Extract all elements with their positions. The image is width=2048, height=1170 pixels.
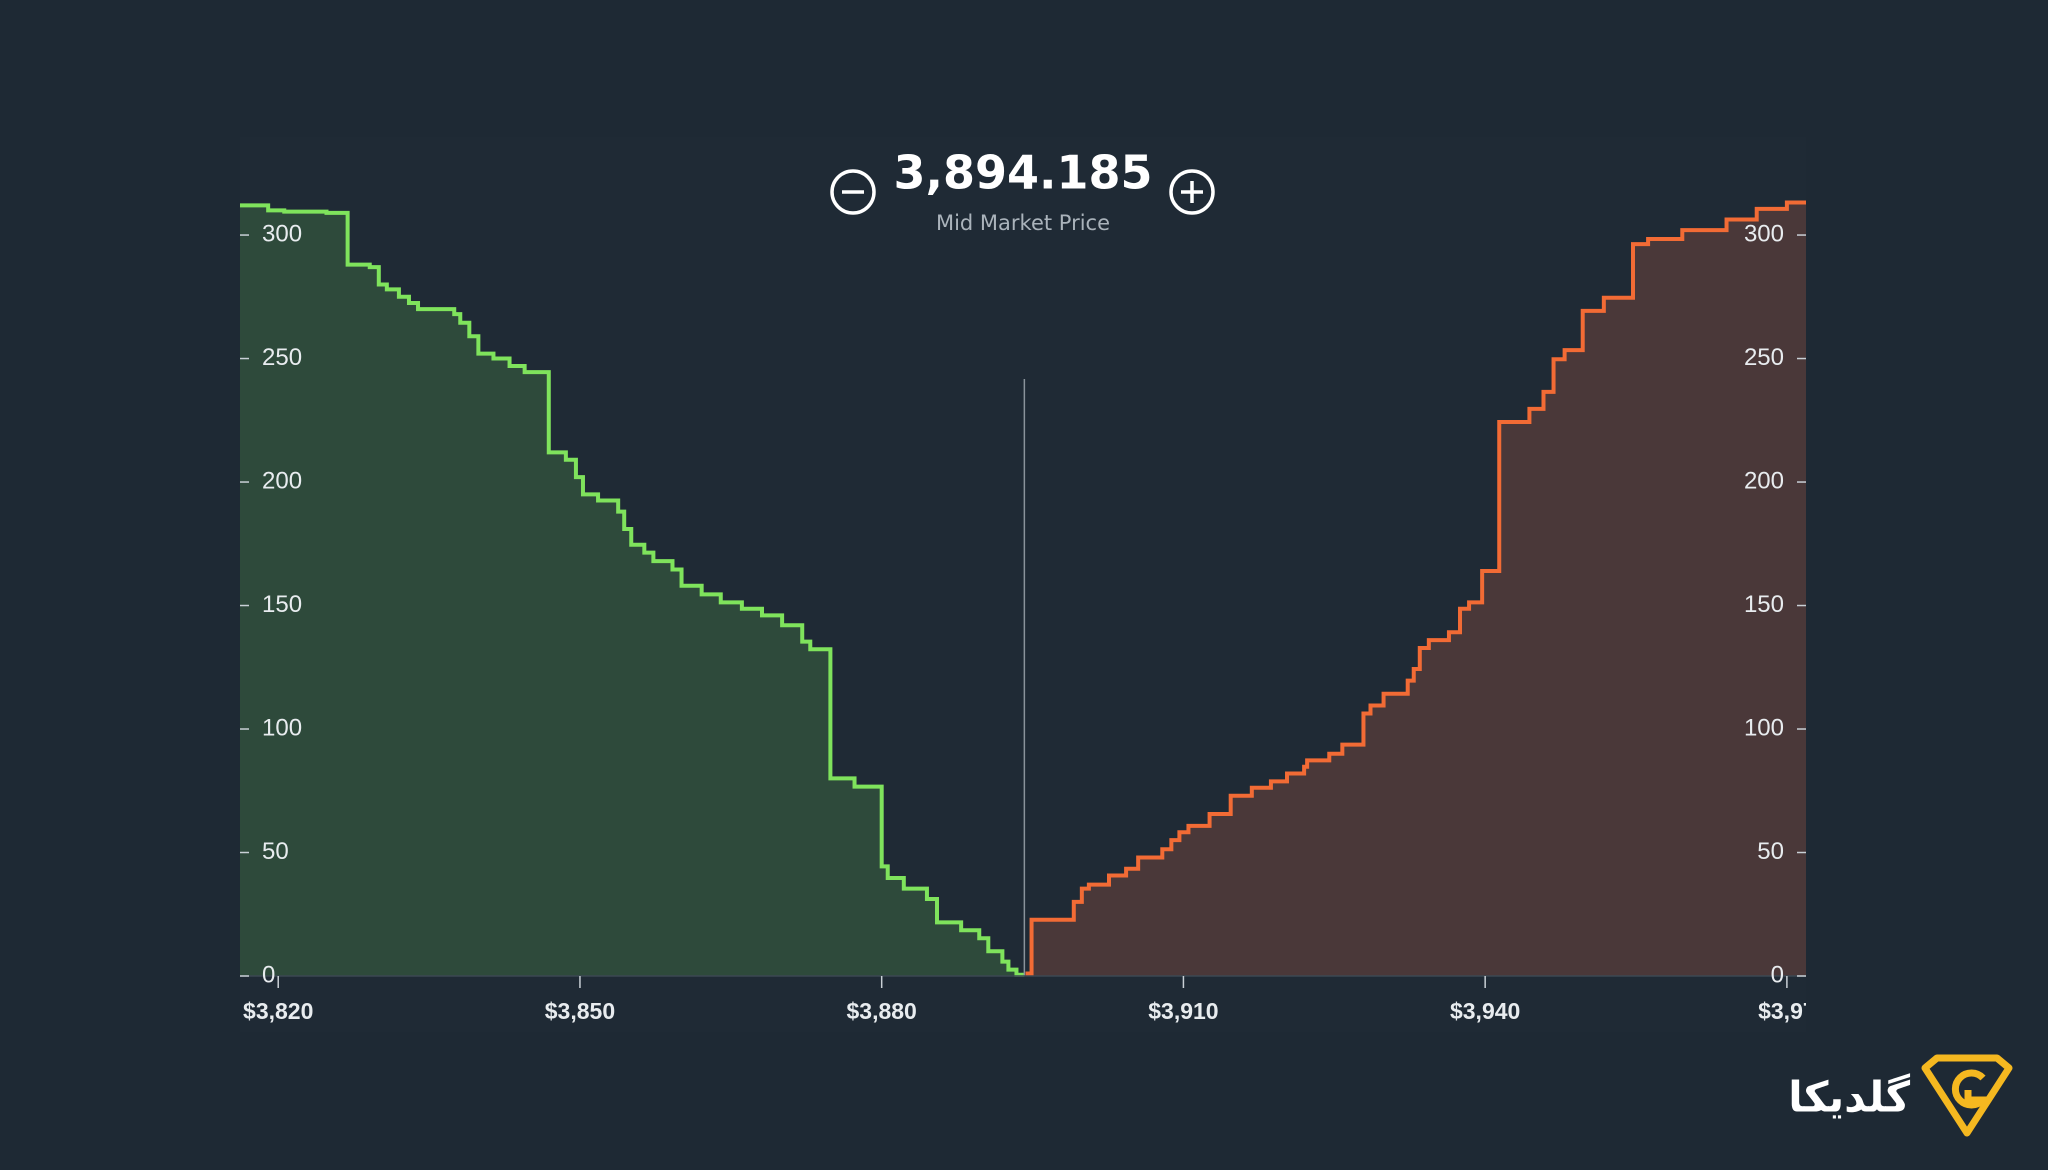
x-tick-label: $3,940	[1450, 998, 1520, 1024]
mid-price-caption: Mid Market Price	[936, 211, 1110, 235]
x-tick-label: $3,880	[847, 998, 917, 1024]
zoom-out-button[interactable]	[830, 169, 876, 215]
x-tick-label: $3,910	[1148, 998, 1218, 1024]
y-tick-label: 200	[262, 467, 302, 494]
y2-tick-label: 300	[1744, 220, 1784, 247]
x-tick-label: $3,850	[545, 998, 615, 1024]
y-tick-label: 150	[262, 591, 302, 618]
x-tick-label: $3,820	[243, 998, 313, 1024]
y2-tick-label: 250	[1744, 344, 1784, 371]
depth-line	[240, 203, 1025, 977]
y2-tick-label: 150	[1744, 591, 1784, 618]
y2-tick-label: 0	[1771, 961, 1784, 988]
depth-line	[1025, 200, 1806, 976]
y-tick-label: 50	[262, 838, 289, 865]
y2-tick-label: 100	[1744, 714, 1784, 741]
depth-area	[1025, 202, 1806, 977]
watermark: گلدیکا	[1788, 1073, 1910, 1122]
y-tick-label: 250	[262, 344, 302, 371]
y-tick-label: 100	[262, 714, 302, 741]
y2-tick-label: 200	[1744, 467, 1784, 494]
mid-price: 3,894.185	[894, 146, 1153, 200]
logo	[1921, 1054, 2013, 1137]
y-tick-label: 300	[262, 220, 302, 247]
y-tick-label: 0	[262, 961, 275, 988]
y2-tick-label: 50	[1757, 838, 1784, 865]
zoom-in-button[interactable]	[1169, 169, 1215, 215]
plot-area: $3,820 $3,850 $3,880 $3,910 $3,940 $3,97	[240, 200, 1816, 1024]
depth-area	[240, 205, 1025, 976]
x-tick-label: $3,97	[1758, 998, 1816, 1024]
